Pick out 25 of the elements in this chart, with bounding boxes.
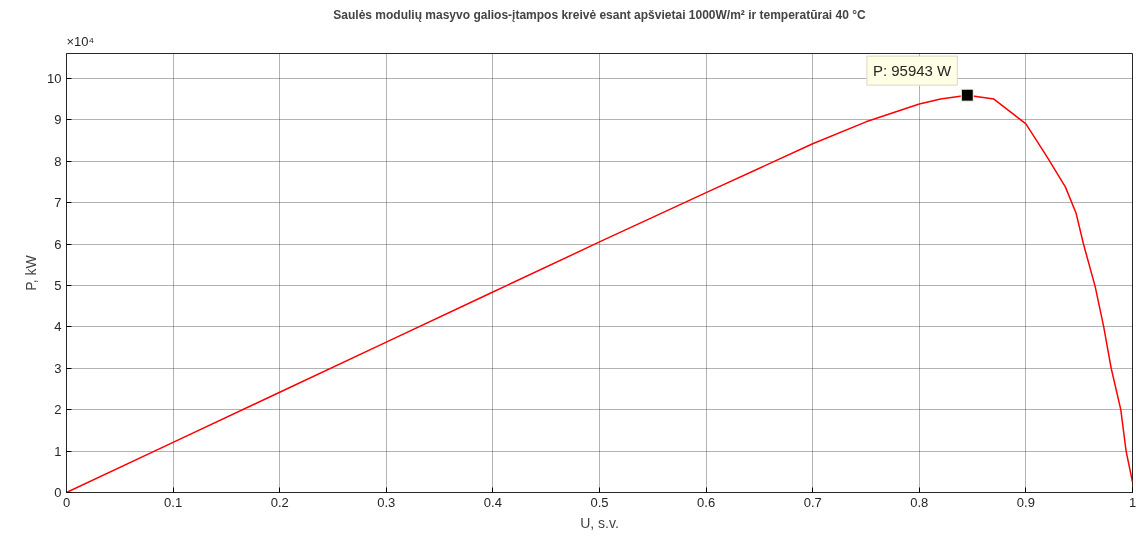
x-axis-title: U, s.v. — [580, 514, 619, 531]
x-tick-label: 0.7 — [803, 494, 822, 510]
text: ×10⁴ — [66, 33, 95, 49]
x-tick-label: 0.5 — [590, 494, 609, 510]
annotation: P: 95943 W — [872, 62, 953, 80]
x-tick-label: 0.4 — [483, 494, 502, 510]
x-tick-label: 0.1 — [164, 494, 183, 510]
y-tick-label: 7 — [54, 195, 62, 211]
y-tick-label: 6 — [54, 236, 62, 252]
x-tick-label: 0.8 — [910, 494, 929, 510]
y-tick-label: 8 — [54, 153, 62, 169]
x-tick-label: 0.2 — [270, 494, 289, 510]
y-tick-label: 3 — [54, 360, 62, 376]
x-tick-label: 0.6 — [697, 494, 716, 510]
x-tick-label: 0.9 — [1016, 494, 1035, 510]
x-tick-label: 1 — [1128, 494, 1136, 510]
y-tick-label: 5 — [54, 277, 62, 293]
y-tick-label: 9 — [54, 112, 62, 128]
y-tick-label: 10 — [47, 70, 62, 86]
y-axis-title: P, kW — [23, 254, 40, 291]
chart-title: Saulės modulių masyvo galios-įtampos kreivė esant apšvietai 1000W/m² ir temperatūrai 40 °C — [333, 7, 866, 22]
x-tick-label: 0.3 — [377, 494, 396, 510]
y-tick-label: 1 — [54, 443, 62, 459]
y-tick-label: 4 — [54, 319, 62, 335]
y-tick-label: 2 — [54, 402, 62, 418]
